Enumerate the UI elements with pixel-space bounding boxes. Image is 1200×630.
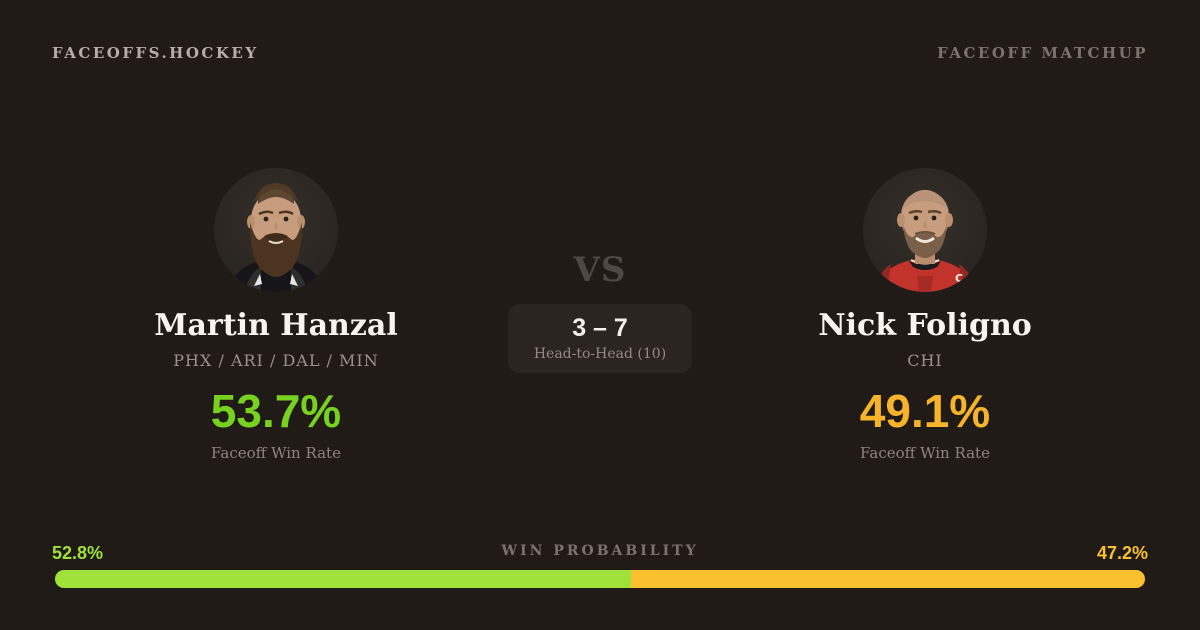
win-probability-right-value: 47.2% [1096, 543, 1148, 563]
player-photo-left-illustration [228, 183, 324, 292]
player-avatar-right: C [863, 168, 987, 292]
win-bar-left-segment [55, 570, 631, 588]
player-win-rate-label-right: Faceoff Win Rate [860, 444, 990, 462]
vs-label: VS [573, 250, 627, 290]
player-photo-right-illustration: C [875, 190, 975, 292]
win-bar-right-segment [630, 570, 1145, 588]
win-probability-title: WIN PROBABILITY [501, 543, 699, 559]
player-name-right: Nick Foligno [818, 308, 1032, 343]
player-win-rate-label-left: Faceoff Win Rate [211, 444, 341, 462]
head-to-head-score: 3 – 7 [572, 314, 628, 342]
page-title: FACEOFF MATCHUP [937, 44, 1148, 62]
player-card-left: Martin Hanzal PHX / ARI / DAL / MIN 53.7… [66, 168, 486, 462]
player-avatar-left [214, 168, 338, 292]
head-to-head-box: 3 – 7 Head-to-Head (10) [507, 304, 693, 373]
player-name-left: Martin Hanzal [154, 308, 398, 343]
win-probability-bar [55, 570, 1145, 588]
player-win-rate-right: 49.1% [859, 385, 991, 437]
header: FACEOFFS.HOCKEY FACEOFF MATCHUP [52, 44, 1148, 62]
brand-logo: FACEOFFS.HOCKEY [52, 44, 259, 62]
player-card-right: C Nick Foligno CHI 49.1% [715, 168, 1135, 462]
player-win-rate-left: 53.7% [210, 385, 342, 437]
svg-text:C: C [955, 272, 963, 285]
player-teams-left: PHX / ARI / DAL / MIN [173, 351, 379, 370]
head-to-head-label: Head-to-Head (10) [533, 345, 667, 362]
player-teams-right: CHI [907, 351, 943, 370]
win-probability-left-value: 52.8% [52, 543, 104, 563]
win-probability-labels: 52.8% WIN PROBABILITY 47.2% [52, 543, 1148, 564]
